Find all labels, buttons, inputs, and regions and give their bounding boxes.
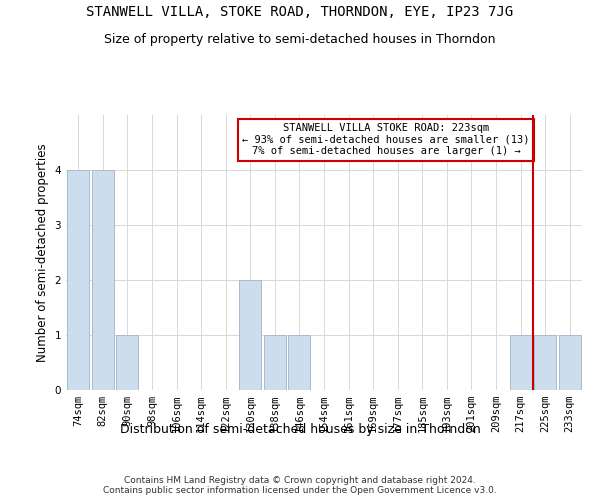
- Bar: [67, 170, 89, 390]
- Text: STANWELL VILLA, STOKE ROAD, THORNDON, EYE, IP23 7JG: STANWELL VILLA, STOKE ROAD, THORNDON, EY…: [86, 5, 514, 19]
- Text: Distribution of semi-detached houses by size in Thorndon: Distribution of semi-detached houses by …: [119, 422, 481, 436]
- Bar: [534, 335, 556, 390]
- Bar: [92, 170, 114, 390]
- Text: STANWELL VILLA STOKE ROAD: 223sqm
← 93% of semi-detached houses are smaller (13): STANWELL VILLA STOKE ROAD: 223sqm ← 93% …: [242, 123, 530, 156]
- Bar: [289, 335, 310, 390]
- Y-axis label: Number of semi-detached properties: Number of semi-detached properties: [36, 143, 49, 362]
- Bar: [116, 335, 139, 390]
- Bar: [264, 335, 286, 390]
- Bar: [239, 280, 262, 390]
- Text: Contains HM Land Registry data © Crown copyright and database right 2024.
Contai: Contains HM Land Registry data © Crown c…: [103, 476, 497, 495]
- Bar: [509, 335, 532, 390]
- Bar: [559, 335, 581, 390]
- Text: Size of property relative to semi-detached houses in Thorndon: Size of property relative to semi-detach…: [104, 32, 496, 46]
